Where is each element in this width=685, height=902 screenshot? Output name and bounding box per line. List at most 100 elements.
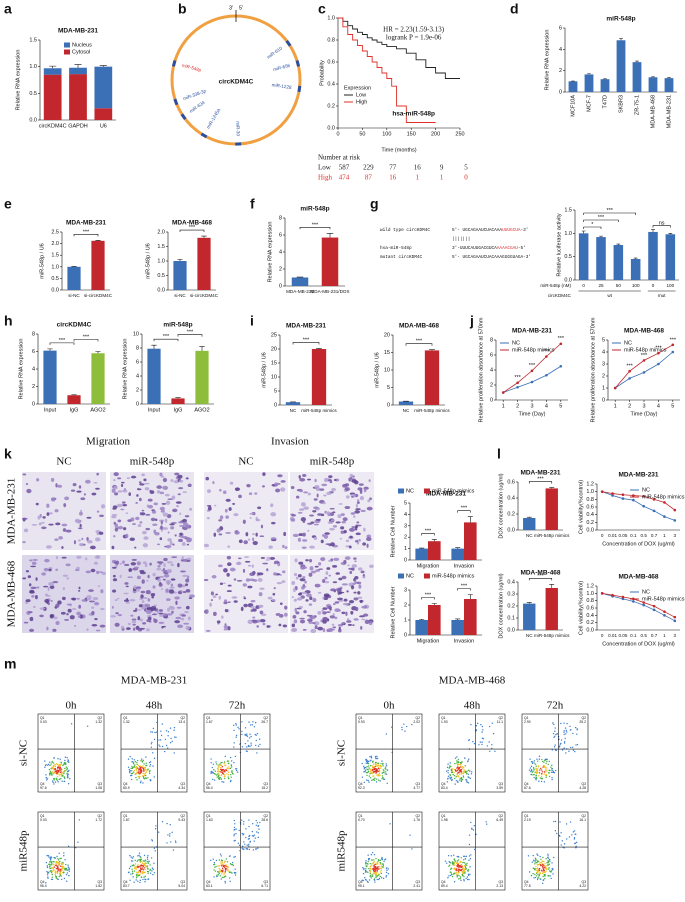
- event: [51, 761, 53, 764]
- cell: [136, 494, 139, 497]
- event: [218, 870, 220, 872]
- cell: [219, 582, 224, 586]
- cell: [344, 505, 351, 510]
- cell: [355, 503, 359, 508]
- cell: [291, 627, 298, 632]
- event: [535, 767, 537, 770]
- cell: [273, 560, 280, 564]
- event: [537, 864, 539, 866]
- event: [50, 871, 53, 874]
- cell: [137, 616, 141, 621]
- event: [369, 871, 372, 873]
- event: [62, 774, 64, 776]
- cell: [205, 476, 210, 481]
- event: [460, 772, 463, 774]
- significance-label: ***: [461, 583, 468, 589]
- event: [147, 878, 150, 880]
- event: [382, 866, 385, 868]
- cell: [356, 524, 362, 527]
- cell: [328, 475, 333, 479]
- event: [381, 760, 383, 762]
- cell: [142, 596, 148, 600]
- event: [379, 871, 382, 873]
- x-tick-label: AGO2: [194, 407, 209, 413]
- cell: [122, 560, 125, 564]
- cell: [127, 622, 131, 626]
- quadrant-name: Q2: [97, 814, 102, 818]
- event: [52, 764, 55, 767]
- chart-title: MDA-MB-231: [512, 328, 552, 335]
- cell: [155, 518, 158, 522]
- event: [131, 864, 133, 867]
- cell: [96, 532, 100, 536]
- event: [363, 876, 366, 879]
- event: [147, 871, 150, 873]
- sequence-part: -5': [518, 246, 526, 251]
- event: [544, 875, 546, 877]
- y-tick-label: 0.6: [586, 605, 594, 611]
- event: [534, 873, 536, 876]
- event: [148, 860, 150, 863]
- y-tick-label: 4: [559, 47, 562, 53]
- event: [460, 780, 463, 783]
- point: [671, 350, 675, 354]
- cell: [176, 505, 179, 508]
- event: [227, 770, 229, 772]
- event: [544, 771, 547, 773]
- cell: [179, 532, 183, 536]
- quadrant-value: 9.43: [178, 818, 185, 822]
- event: [152, 873, 154, 876]
- event: [45, 861, 48, 864]
- cell: [227, 545, 231, 548]
- event: [446, 766, 449, 769]
- bar: [578, 233, 589, 280]
- event: [143, 763, 145, 765]
- event: [225, 869, 227, 871]
- event: [228, 767, 230, 770]
- event: [543, 765, 545, 767]
- event: [136, 871, 138, 874]
- event: [228, 771, 230, 774]
- event: [369, 772, 371, 775]
- cell: [306, 614, 312, 617]
- event: [51, 774, 53, 776]
- plot-frame: [120, 811, 188, 891]
- error-bar: [526, 602, 532, 604]
- event: [468, 834, 471, 836]
- cell: [359, 489, 363, 494]
- event: [547, 874, 549, 877]
- point: [621, 493, 625, 497]
- event: [233, 856, 235, 858]
- cell: [294, 558, 298, 563]
- y-tick-label: 1: [602, 385, 605, 391]
- event: [57, 870, 59, 872]
- cell: [338, 599, 344, 602]
- time-label: 48h: [146, 700, 163, 712]
- cell: [216, 620, 221, 624]
- x-tick-label: 150: [407, 131, 416, 137]
- event: [377, 762, 380, 764]
- cell: [174, 472, 180, 476]
- event: [363, 766, 366, 769]
- event: [548, 858, 551, 861]
- cell: [156, 485, 162, 489]
- event: [548, 863, 551, 865]
- event: [531, 771, 534, 773]
- event: [462, 867, 465, 869]
- cell: [111, 488, 116, 493]
- cell: [151, 510, 157, 514]
- event: [446, 781, 449, 783]
- cell: [262, 562, 269, 565]
- cell: [363, 488, 367, 493]
- cell: [174, 620, 181, 624]
- cell: [39, 614, 44, 618]
- cell: [358, 567, 363, 571]
- cell: [23, 621, 29, 624]
- cell: [272, 592, 276, 596]
- y-tick-label: 25: [271, 332, 277, 338]
- x-tick-label: 0.01: [608, 633, 617, 638]
- event: [379, 861, 382, 864]
- event: [542, 860, 545, 863]
- event: [378, 877, 381, 880]
- cell: [142, 530, 147, 535]
